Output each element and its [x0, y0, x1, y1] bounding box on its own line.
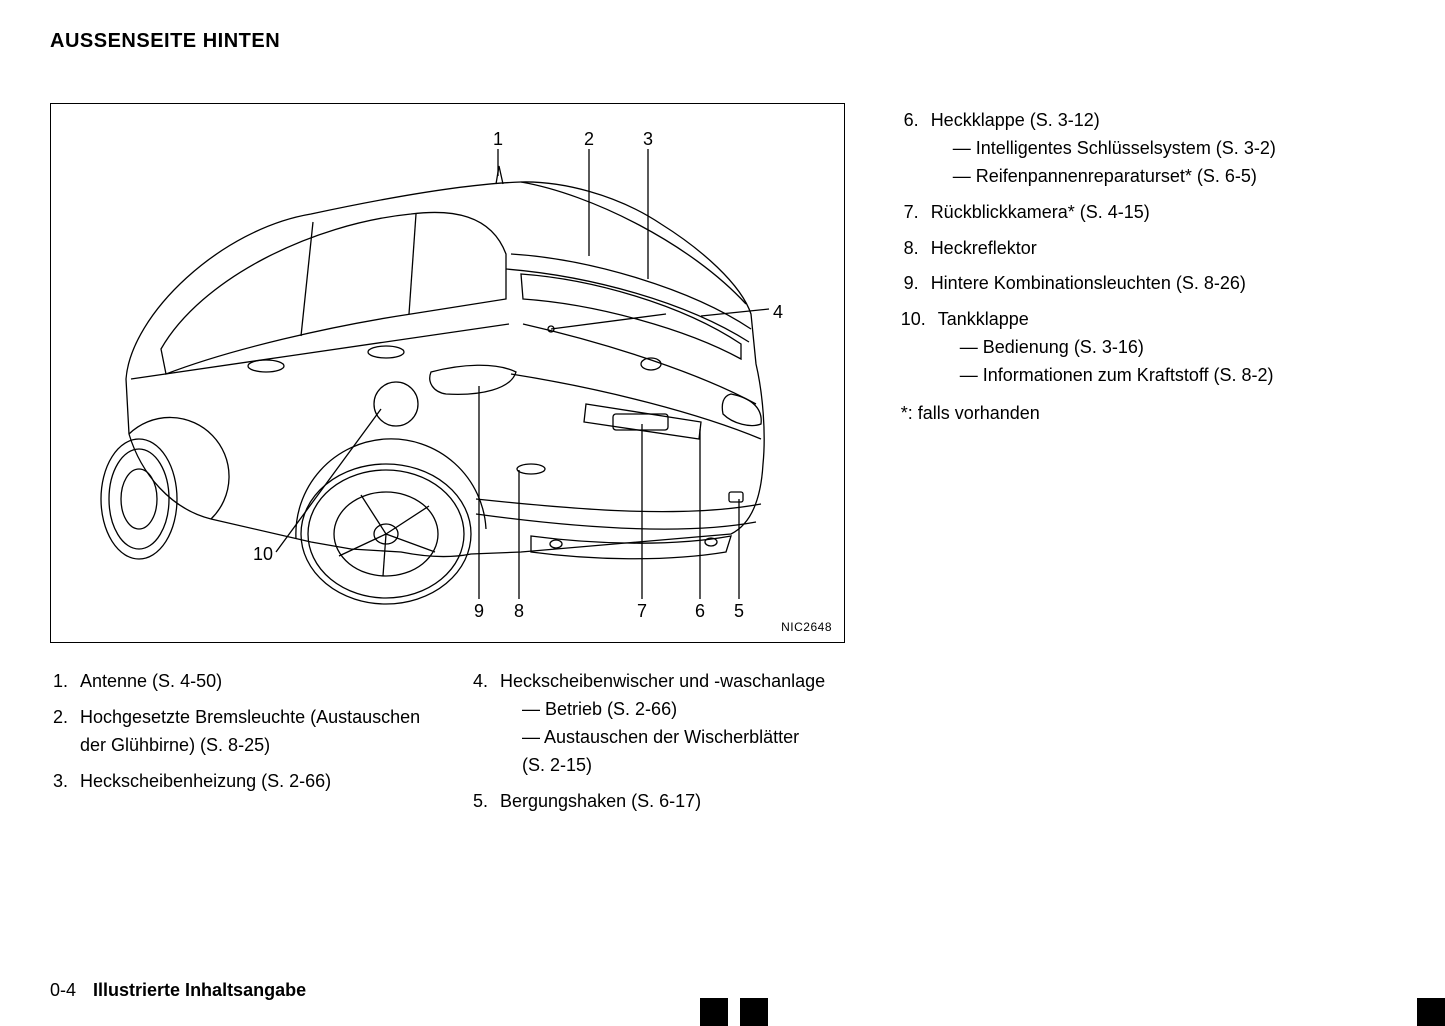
item-8: 8. Heckreflektor [901, 235, 1395, 263]
diagram-code: NIC2648 [781, 620, 832, 634]
bottom-lists: 1. Antenne (S. 4-50) 2. Hochgesetzte Bre… [50, 668, 861, 823]
crop-mark [740, 998, 768, 1026]
left-column: 1 2 3 4 5 6 7 8 9 10 [50, 103, 861, 823]
item-body: Tankklappe Bedienung (S. 3-16) Informati… [938, 306, 1395, 390]
item-num: 2. [50, 704, 80, 760]
item-text: Tankklappe [938, 309, 1029, 329]
item-10: 10. Tankklappe Bedienung (S. 3-16) Infor… [901, 306, 1395, 390]
content-row: 1 2 3 4 5 6 7 8 9 10 [50, 103, 1395, 823]
item-body: Heckscheibenwischer und -waschanlage Bet… [500, 668, 850, 780]
item-sub: Austauschen der Wischerblätter [500, 727, 799, 747]
item-num: 10. [901, 306, 938, 390]
footer-title: Illustrierte Inhaltsangabe [93, 980, 306, 1000]
item-9: 9. Hintere Kombinationsleuchten (S. 8-26… [901, 270, 1395, 298]
item-1: 1. Antenne (S. 4-50) [50, 668, 430, 696]
item-num: 1. [50, 668, 80, 696]
item-num: 6. [901, 107, 931, 191]
item-text: Heckklappe (S. 3-12) [931, 110, 1100, 130]
vehicle-diagram: 1 2 3 4 5 6 7 8 9 10 [50, 103, 845, 643]
right-column: 6. Heckklappe (S. 3-12) Intelligentes Sc… [901, 103, 1395, 823]
item-num: 9. [901, 270, 931, 298]
item-num: 7. [901, 199, 931, 227]
page-number: 0-4 [50, 980, 76, 1000]
bottom-list-col-a: 1. Antenne (S. 4-50) 2. Hochgesetzte Bre… [50, 668, 430, 823]
item-num: 5. [470, 788, 500, 816]
crop-mark [1417, 998, 1445, 1026]
crop-marks [0, 998, 1445, 1026]
footnote: *: falls vorhanden [901, 400, 1395, 428]
item-text: Antenne (S. 4-50) [80, 668, 430, 696]
vehicle-svg [51, 104, 846, 644]
item-6: 6. Heckklappe (S. 3-12) Intelligentes Sc… [901, 107, 1395, 191]
item-sub: Intelligentes Schlüsselsystem (S. 3-2) [931, 138, 1276, 158]
item-text: Bergungshaken (S. 6-17) [500, 788, 850, 816]
item-sub: Reifenpannenreparaturset* (S. 6-5) [931, 166, 1257, 186]
item-7: 7. Rückblickkamera* (S. 4-15) [901, 199, 1395, 227]
bottom-list-col-b: 4. Heckscheibenwischer und -waschanlage … [470, 668, 850, 823]
item-5: 5. Bergungshaken (S. 6-17) [470, 788, 850, 816]
item-sub: Informationen zum Kraftstoff (S. 8-2) [938, 365, 1274, 385]
item-2: 2. Hochgesetzte Bremsleuchte (Austausche… [50, 704, 430, 760]
item-text: Hintere Kombinationsleuchten (S. 8-26) [931, 270, 1395, 298]
item-text: Heckscheibenheizung (S. 2-66) [80, 768, 430, 796]
item-num: 4. [470, 668, 500, 780]
item-text: Heckreflektor [931, 235, 1395, 263]
item-text: Rückblickkamera* (S. 4-15) [931, 199, 1395, 227]
item-text: Hochgesetzte Bremsleuchte (Austauschen d… [80, 704, 430, 760]
section-title: AUSSENSEITE HINTEN [50, 30, 1395, 53]
item-num: 3. [50, 768, 80, 796]
item-sub: Bedienung (S. 3-16) [938, 337, 1144, 357]
item-sub: Betrieb (S. 2-66) [500, 699, 677, 719]
item-3: 3. Heckscheibenheizung (S. 2-66) [50, 768, 430, 796]
crop-mark [700, 998, 728, 1026]
item-text: Heckscheibenwischer und -waschanlage [500, 671, 825, 691]
item-body: Heckklappe (S. 3-12) Intelligentes Schlü… [931, 107, 1395, 191]
item-num: 8. [901, 235, 931, 263]
item-sub-cont: (S. 2-15) [500, 755, 592, 775]
item-4: 4. Heckscheibenwischer und -waschanlage … [470, 668, 850, 780]
